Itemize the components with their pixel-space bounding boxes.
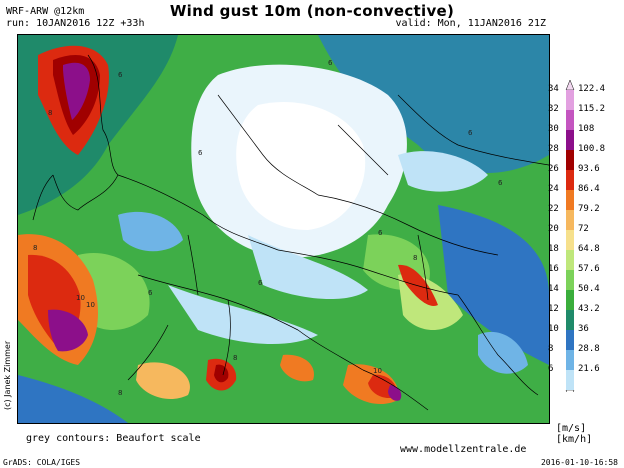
colorbar-kmh-label: 28.8 — [578, 344, 600, 354]
contour-labels: 6 6 6 6 8 8 8 10 10 6 6 6 6 8 8 10 — [33, 59, 503, 397]
contour-label: 6 — [498, 179, 503, 187]
colorbar-kmh-label: 115.2 — [578, 104, 606, 114]
model-line: WRF-ARW @12km — [6, 6, 85, 17]
colorbar-ms-label: 24 — [548, 184, 559, 194]
map-title: Wind gust 10m (non-convective) — [169, 2, 455, 20]
colorbar-ms-label: 14 — [548, 284, 559, 294]
colorbar-ms-label: 20 — [548, 224, 559, 234]
contour-label: 6 — [378, 229, 383, 237]
colorbar-kmh-label: 43.2 — [578, 304, 600, 314]
contour-label: 10 — [76, 294, 85, 302]
colorbar-ms-label: 6 — [548, 364, 554, 374]
colorbar-swatch — [566, 230, 574, 250]
colorbar-ms-label: 34 — [548, 84, 559, 94]
colorbar-level: 22 79.2 — [548, 204, 624, 230]
contour-label: 6 — [328, 59, 333, 67]
colorbar-level: 10 36 — [548, 324, 624, 350]
map-canvas: 6 6 6 6 8 8 8 10 10 6 6 6 6 8 8 10 — [18, 35, 549, 423]
contour-label: 8 — [33, 244, 37, 252]
colorbar-level: 32 115.2 — [548, 104, 624, 130]
colorbar-kmh-label: 21.6 — [578, 364, 600, 374]
contours-note: grey contours: Beaufort scale — [26, 433, 201, 444]
colorbar-swatch — [566, 310, 574, 330]
colorbar-ms-label: 12 — [548, 304, 559, 314]
colorbar-swatch — [566, 350, 574, 370]
contour-label: 8 — [413, 254, 417, 262]
colorbar-swatch — [566, 190, 574, 210]
contour-label: 6 — [148, 289, 153, 297]
colorbar-swatch — [566, 250, 574, 270]
colorbar-kmh-label: 93.6 — [578, 164, 600, 174]
wind-gust-map: 6 6 6 6 8 8 8 10 10 6 6 6 6 8 8 10 — [17, 34, 550, 424]
website-link[interactable]: www.modellzentrale.de — [400, 444, 527, 455]
colorbar-swatch — [566, 150, 574, 170]
contour-label: 6 — [198, 149, 203, 157]
colorbar-kmh-label: 72 — [578, 224, 589, 234]
colorbar-kmh-label: 36 — [578, 324, 589, 334]
grads-credit: GrADS: COLA/IGES — [3, 458, 81, 467]
run-info: WRF-ARW @12km run: 10JAN2016 12Z +33h — [6, 6, 144, 30]
units-label: [m/s] [km/h] — [556, 423, 593, 445]
colorbar-ms-label: 10 — [548, 324, 559, 334]
colorbar-ms-label: 26 — [548, 164, 559, 174]
colorbar-kmh-label: 79.2 — [578, 204, 600, 214]
colorbar-ms-label: 28 — [548, 144, 559, 154]
colorbar-level: 34 122.4 — [548, 84, 624, 110]
colorbar-arrows — [565, 80, 575, 392]
colorbar-ms-label: 16 — [548, 264, 559, 274]
contour-label: 6 — [118, 71, 123, 79]
colorbar-level: 26 93.6 — [548, 164, 624, 190]
run-line: run: 10JAN2016 12Z +33h — [6, 18, 145, 29]
colorbar-ms-label: 32 — [548, 104, 559, 114]
colorbar-level: 14 50.4 — [548, 284, 624, 310]
colorbar-ms-label: 18 — [548, 244, 559, 254]
contour-label: 8 — [233, 354, 237, 362]
colorbar-level: 28 100.8 — [548, 144, 624, 170]
contour-label: 6 — [258, 279, 263, 287]
colorbar-ms-label: 30 — [548, 124, 559, 134]
colorbar-swatch — [566, 290, 574, 310]
timestamp: 2016-01-10-16:58 — [540, 458, 618, 467]
colorbar-kmh-label: 86.4 — [578, 184, 600, 194]
colorbar-kmh-label: 122.4 — [578, 84, 606, 94]
colorbar-swatch — [566, 130, 574, 150]
colorbar-level: 6 21.6 — [548, 364, 624, 390]
colorbar-swatch — [566, 110, 574, 130]
colorbar-level: 24 86.4 — [548, 184, 624, 210]
colorbar-level: 18 64.8 — [548, 244, 624, 270]
colorbar-swatch — [566, 330, 574, 350]
valid-time: valid: Mon, 11JAN2016 21Z — [395, 18, 546, 29]
colorbar-swatch — [566, 170, 574, 190]
borders — [32, 54, 549, 411]
colorbar-ms-label: 22 — [548, 204, 559, 214]
contour-label: 8 — [48, 109, 52, 117]
colorbar-kmh-label: 108 — [578, 124, 595, 134]
colorbar-swatch — [566, 270, 574, 290]
contour-label: 6 — [468, 129, 473, 137]
colorbar-swatch — [566, 210, 574, 230]
contour-label: 10 — [373, 367, 382, 375]
colorbar-level: 12 43.2 — [548, 304, 624, 330]
colorbar-level: 20 72 — [548, 224, 624, 250]
colorbar-swatch — [566, 90, 574, 110]
contour-label: 10 — [86, 301, 95, 309]
colorbar-level: 16 57.6 — [548, 264, 624, 290]
colorbar-swatch — [566, 370, 574, 390]
colorbar-level: 8 28.8 — [548, 344, 624, 370]
colorbar-kmh-label: 100.8 — [578, 144, 606, 154]
colorbar-kmh-label: 64.8 — [578, 244, 600, 254]
colorbar-ms-label: 8 — [548, 344, 554, 354]
colorbar-level: 30 108 — [548, 124, 624, 150]
colorbar-kmh-label: 57.6 — [578, 264, 600, 274]
author-credit: (c) Janek Zimmer — [3, 340, 12, 410]
contour-label: 8 — [118, 389, 122, 397]
colorbar-kmh-label: 50.4 — [578, 284, 600, 294]
